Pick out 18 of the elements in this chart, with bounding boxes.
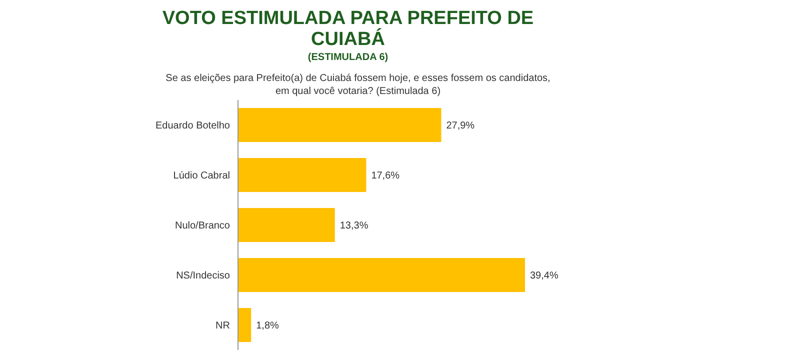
y-tick-label: NR bbox=[216, 320, 230, 332]
data-label: 17,6% bbox=[371, 170, 400, 182]
data-label: 39,4% bbox=[530, 270, 558, 282]
y-tick-label: NS/Indeciso bbox=[176, 270, 230, 282]
bar bbox=[238, 308, 252, 342]
data-label: 27,9% bbox=[446, 120, 475, 132]
chart-subtitle: (ESTIMULADA 6) bbox=[306, 52, 390, 63]
bar bbox=[238, 258, 525, 292]
bar bbox=[238, 108, 442, 142]
data-label: 1,8% bbox=[256, 320, 280, 332]
bar bbox=[238, 158, 366, 192]
text: Se as eleições para Prefeito(a) de Cuiabá fossem hoje, e esses fossem os candidatos, em qual você votaria? (Estimulada 6) bbox=[164, 72, 552, 98]
y-tick-label: Nulo/Branco bbox=[174, 220, 230, 232]
bar bbox=[238, 208, 335, 242]
y-tick-label: Eduardo Botelho bbox=[155, 120, 230, 132]
y-tick-label: Lúdio Cabral bbox=[173, 170, 230, 182]
data-label: 13,3% bbox=[340, 220, 368, 232]
chart-title: VOTO ESTIMULADA PARA PREFEITO DE CUIABÁ bbox=[161, 8, 535, 50]
